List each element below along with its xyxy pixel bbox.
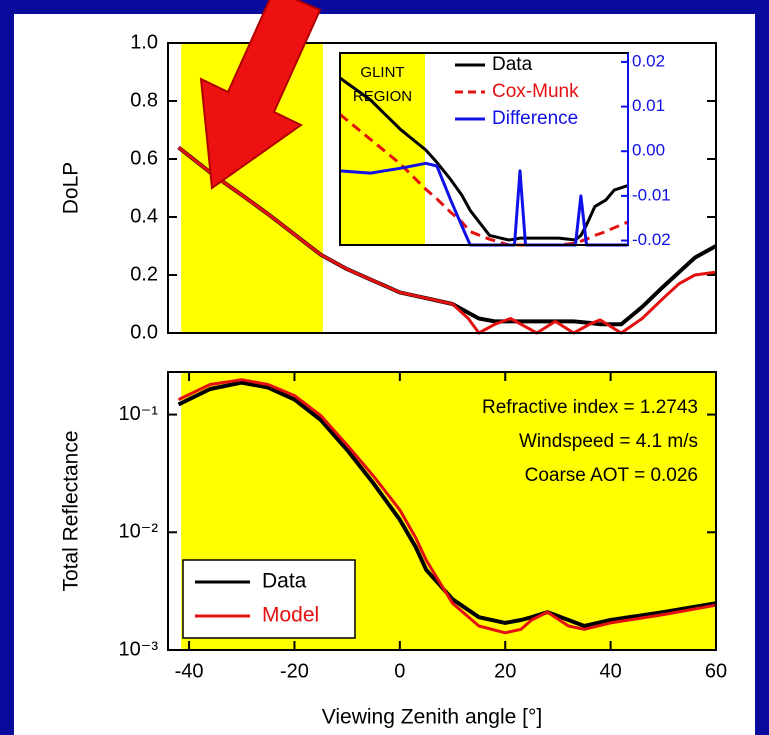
y-tick-label: 0.2 <box>130 263 158 285</box>
y2-tick-label: 0.00 <box>632 141 665 160</box>
legend-label: Difference <box>492 108 578 129</box>
legend-box <box>182 559 356 639</box>
x-tick-label: 40 <box>599 660 621 682</box>
legend-label: Data <box>492 54 533 75</box>
annotation: Refractive index = 1.2743 <box>482 397 698 418</box>
legend-label: Cox-Munk <box>492 81 579 102</box>
x-tick-label: 60 <box>705 660 727 682</box>
x-axis-label: Viewing Zenith angle [°] <box>322 706 542 729</box>
y-tick-label: 10⁻¹ <box>119 403 159 425</box>
chart: 10⁻¹ 10⁻² 10⁻³ -40 -20 0 20 40 60 Total Reflectan… <box>60 371 727 729</box>
plot-frame <box>167 42 717 334</box>
y-tick-label: 0.4 <box>130 205 158 227</box>
y-tick-label: 0.0 <box>130 321 158 343</box>
x-tick-label: -20 <box>280 660 309 682</box>
plot-frame <box>167 371 717 651</box>
y-tick-label: 10⁻³ <box>119 638 159 660</box>
y2-tick-label: -0.02 <box>632 230 671 249</box>
annotation: Windspeed = 4.1 m/s <box>519 431 698 452</box>
pointer-arrow <box>199 0 322 190</box>
legend-label: Data <box>262 570 307 593</box>
x-tick-label: 0 <box>394 660 405 682</box>
y2-tick-label: 0.02 <box>632 51 665 70</box>
chart: GLINT REGION 0.02 0.01 0.00 -0.01 -0.02 Data Cox… <box>339 51 671 249</box>
x-tick-label: -40 <box>175 660 204 682</box>
y-tick-label: 1.0 <box>130 31 158 53</box>
y-tick-label: 0.6 <box>130 147 158 169</box>
legend-label: Model <box>262 604 319 627</box>
shade-label: GLINT <box>360 64 404 81</box>
series-line <box>339 76 629 242</box>
series-line <box>177 146 717 335</box>
annotation: Coarse AOT = 0.026 <box>525 465 698 486</box>
y-tick-label: 0.8 <box>130 89 158 111</box>
shade-label: REGION <box>353 88 412 105</box>
x-tick-label: 20 <box>494 660 516 682</box>
series-line <box>177 378 717 635</box>
plots: 0.0 0.2 0.4 0.6 0.8 1.0 DoLP GLINT REGION 0.02 0.0… <box>60 31 728 728</box>
y-axis-label: Total Reflectance <box>60 430 83 591</box>
y2-tick-label: 0.01 <box>632 96 665 115</box>
y2-tick-label: -0.01 <box>632 185 671 204</box>
y-tick-label: 10⁻² <box>119 521 159 543</box>
y-axis-label: DoLP <box>60 162 83 215</box>
